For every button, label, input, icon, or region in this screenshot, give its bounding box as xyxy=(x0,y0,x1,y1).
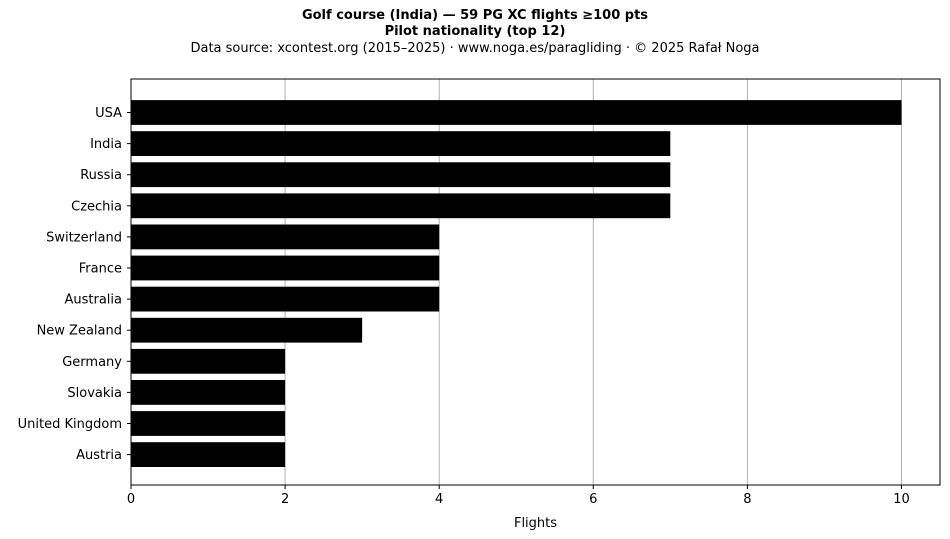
bar xyxy=(131,131,671,156)
bar xyxy=(131,162,671,188)
x-tick-label: 6 xyxy=(589,492,597,507)
bar xyxy=(131,317,363,343)
x-axis-ticks: 0 2 4 6 8 10 xyxy=(127,485,910,507)
y-tick-label: India xyxy=(90,137,122,152)
bar xyxy=(131,442,286,467)
bar xyxy=(131,193,671,219)
y-tick-label: USA xyxy=(95,106,122,121)
plot-frame xyxy=(130,78,941,486)
bar xyxy=(131,380,286,405)
chart-subtitle: Pilot nationality (top 12) xyxy=(384,24,566,39)
bar xyxy=(131,255,440,281)
chart-title: Golf course (India) — 59 PG XC flights ≥… xyxy=(301,8,649,23)
bars xyxy=(131,100,902,467)
x-tick-label: 2 xyxy=(281,492,289,507)
y-tick-label: New Zealand xyxy=(37,324,122,339)
y-tick-label: France xyxy=(79,262,122,277)
y-axis-ticks: USA India Russia Czechia Switzerland France Au… xyxy=(18,106,131,463)
y-tick-label: Czechia xyxy=(71,199,122,214)
y-tick-label: Slovakia xyxy=(67,386,122,401)
x-tick-label: 4 xyxy=(435,492,443,507)
bar xyxy=(131,348,286,374)
y-tick-label: Russia xyxy=(80,168,122,183)
bar xyxy=(131,411,286,436)
x-tick-label: 8 xyxy=(743,492,751,507)
y-tick-label: Germany xyxy=(62,355,122,370)
y-tick-label: Switzerland xyxy=(46,230,122,245)
x-axis-label: Flights xyxy=(514,516,557,531)
y-tick-label: United Kingdom xyxy=(18,417,122,432)
chart-source-line: Data source: xcontest.org (2015–2025) · … xyxy=(190,41,760,56)
x-tick-label: 0 xyxy=(127,492,135,507)
chart-titles: Golf course (India) — 59 PG XC flights ≥… xyxy=(0,8,950,57)
y-tick-label: Austria xyxy=(76,448,122,463)
bar xyxy=(131,286,440,312)
bar xyxy=(131,100,902,125)
x-tick-label: 10 xyxy=(893,492,910,507)
bar xyxy=(131,224,440,250)
y-tick-label: Australia xyxy=(64,293,122,308)
